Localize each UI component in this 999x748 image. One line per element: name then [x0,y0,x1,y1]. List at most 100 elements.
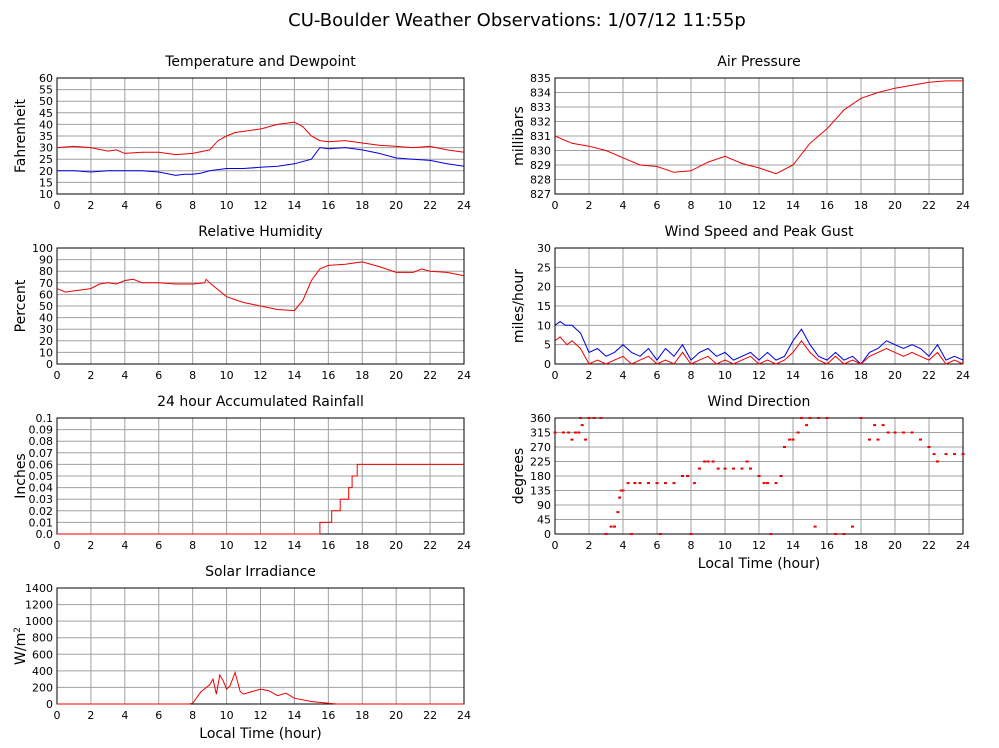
temperature-and-dewpoint-title: Temperature and Dewpoint [164,54,356,70]
wind-direction-point [573,431,577,434]
wind-direction-point [893,431,897,434]
solar-irradiance-x-tick-label: 8 [189,709,196,722]
24-hour-accumulated-rainfall-y-tick-label: 0.0 [36,528,54,541]
temperature-and-dewpoint-y-tick-label: 25 [39,153,53,166]
24-hour-accumulated-rainfall-x-tick-label: 2 [87,539,94,552]
air-pressure-x-tick-label: 6 [654,199,661,212]
wind-direction-point [599,417,603,419]
wind-speed-and-peak-gust-title: Wind Speed and Peak Gust [665,224,854,240]
wind-direction-point [873,424,877,427]
24-hour-accumulated-rainfall-x-tick-label: 14 [287,539,301,552]
temperature-and-dewpoint-x-tick-label: 2 [87,199,94,212]
wind-direction-point [562,431,565,434]
wind-direction-x-tick-label: 10 [718,539,732,552]
wind-direction-x-tick-label: 22 [922,539,936,552]
air-pressure-x-tick-label: 2 [586,199,593,212]
temperature-and-dewpoint-series-line-2 [57,147,465,176]
solar-irradiance-x-tick-label: 4 [121,709,128,722]
wind-speed-and-peak-gust-y-tick-label: 20 [537,281,551,294]
wind-direction-point [927,446,931,448]
air-pressure-title: Air Pressure [717,54,800,70]
wind-direction-point [567,431,571,434]
wind-direction-point [766,482,769,485]
wind-direction-point [658,533,662,535]
24-hour-accumulated-rainfall-x-tick-label: 6 [155,539,162,552]
wind-direction-point [788,438,792,441]
wind-speed-and-peak-gust-y-tick-label: 25 [537,261,551,274]
wind-direction-point [692,482,696,485]
air-pressure-y-tick-label: 835 [530,72,551,85]
solar-irradiance-y-tick-label: 1000 [25,615,53,628]
wind-direction-point [859,417,863,419]
air-pressure-chart: 0 2 4 6 8 10 12 14 16 18 20 22 248278288298308318328… [511,54,970,212]
wind-direction-point [932,453,936,456]
wind-direction-point [842,533,846,535]
temperature-and-dewpoint-y-tick-label: 10 [39,188,53,201]
wind-direction-point [813,525,817,528]
relative-humidity-x-tick-label: 16 [321,369,335,382]
wind-direction-y-tick-label: 45 [537,514,551,527]
relative-humidity-y-tick-label: 90 [39,254,53,267]
wind-direction-point [757,475,761,477]
wind-direction-title: Wind Direction [708,394,811,410]
wind-direction-y-tick-label: 270 [530,441,551,454]
24-hour-accumulated-rainfall-y-tick-label: 0.02 [29,505,54,518]
air-pressure-x-tick-label: 14 [786,199,800,212]
air-pressure-y-tick-label: 831 [530,130,551,143]
wind-direction-point [577,431,581,434]
wind-direction-point [616,511,620,514]
temperature-and-dewpoint-y-tick-label: 60 [39,72,53,85]
wind-direction-point [621,489,625,492]
wind-direction-point [681,475,684,477]
24-hour-accumulated-rainfall-x-tick-label: 4 [121,539,128,552]
wind-speed-and-peak-gust-series-line-1 [554,320,964,365]
wind-direction-point [936,460,939,463]
wind-direction-point [716,467,720,470]
wind-direction-point [876,438,880,441]
solar-irradiance-title: Solar Irradiance [205,564,316,580]
wind-direction-point [796,431,800,434]
24-hour-accumulated-rainfall-x-tick-label: 20 [389,539,403,552]
wind-speed-and-peak-gust-x-tick-label: 2 [586,369,593,382]
wind-direction-y-tick-label: 225 [530,456,551,469]
24-hour-accumulated-rainfall-y-tick-label: 0.06 [29,458,54,471]
wind-direction-point [630,533,633,535]
wind-direction-point [604,533,608,535]
relative-humidity-x-tick-label: 0 [54,369,61,382]
wind-direction-point [703,460,707,463]
wind-direction-point [672,482,676,485]
wind-direction-point [769,533,773,535]
relative-humidity-plot-frame [56,247,465,365]
air-pressure-x-tick-label: 20 [888,199,902,212]
wind-direction-x-tick-label: 12 [752,539,766,552]
wind-direction-x-tick-label: 16 [820,539,834,552]
temperature-and-dewpoint-x-tick-label: 4 [121,199,128,212]
wind-direction-point [732,467,735,470]
temperature-and-dewpoint-x-tick-label: 6 [155,199,162,212]
solar-irradiance-x-tick-label: 10 [220,709,234,722]
wind-direction-y-tick-label: 90 [537,499,551,512]
wind-direction-point [633,482,637,485]
relative-humidity-y-tick-label: 50 [39,300,53,313]
24-hour-accumulated-rainfall-y-tick-label: 0.08 [29,435,54,448]
wind-speed-and-peak-gust-y-tick-label: 30 [537,242,551,255]
wind-direction-point [689,533,693,535]
24-hour-accumulated-rainfall-x-tick-label: 12 [254,539,268,552]
wind-direction-point [910,431,914,434]
wind-direction-point [774,482,778,485]
wind-direction-point [638,482,642,485]
air-pressure-y-tick-label: 827 [530,188,551,201]
relative-humidity-y-axis-label: Percent [13,279,29,332]
wind-direction-point [825,417,829,419]
24-hour-accumulated-rainfall-y-axis-label: Inches [13,453,29,498]
relative-humidity-y-tick-label: 20 [39,335,53,348]
wind-direction-point [711,460,715,463]
relative-humidity-chart: 0 2 4 6 8 10 12 14 16 18 20 22 240102030405060708090… [13,224,471,382]
wind-direction-point [808,417,812,419]
24-hour-accumulated-rainfall-y-tick-label: 0.03 [29,493,54,506]
24-hour-accumulated-rainfall-x-tick-label: 16 [321,539,335,552]
relative-humidity-y-tick-label: 30 [39,323,53,336]
temperature-and-dewpoint-x-tick-label: 20 [389,199,403,212]
